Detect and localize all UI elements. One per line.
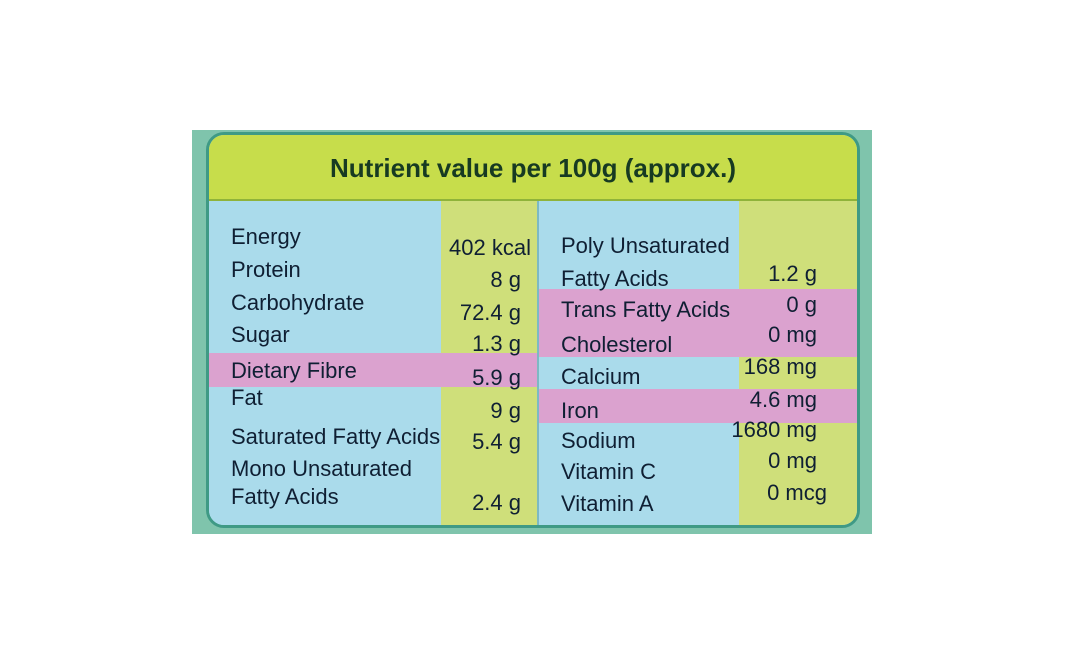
label-photo: Nutrient value per 100g (approx.) Energy… xyxy=(192,130,872,534)
nutrient-value-vitamin-c: 0 mg xyxy=(768,448,817,473)
column-divider xyxy=(537,201,539,525)
nutrient-label-sugar: Sugar xyxy=(231,322,290,347)
nutrient-value-trans-fatty-acids: 0 g xyxy=(786,292,817,317)
nutrient-value-carbohydrate: 72.4 g xyxy=(459,300,521,325)
nutrient-value-mono-fatty-acids: 2.4 g xyxy=(472,490,521,515)
nutrition-panel: Nutrient value per 100g (approx.) Energy… xyxy=(206,132,860,528)
nutrient-label-fat: Fat xyxy=(231,385,263,410)
nutrient-label-sodium: Sodium xyxy=(561,428,636,453)
nutrient-value-sodium: 1680 mg xyxy=(731,417,817,442)
panel-title: Nutrient value per 100g (approx.) xyxy=(330,153,736,183)
nutrient-value-dietary-fibre: 5.9 g xyxy=(472,365,521,390)
nutrient-label-trans-fatty-acids: Trans Fatty Acids xyxy=(561,297,731,322)
nutrient-label-carbohydrate: Carbohydrate xyxy=(231,290,365,315)
nutrient-label-protein: Protein xyxy=(231,257,301,282)
nutrient-value-saturated-fatty-acids: 5.4 g xyxy=(472,429,521,454)
nutrient-label-vitamin-a: Vitamin A xyxy=(561,491,654,516)
nutrient-label-cholesterol: Cholesterol xyxy=(561,332,673,357)
nutrient-label-saturated-fatty-acids: Saturated Fatty Acids xyxy=(231,424,441,449)
nutrient-label-dietary-fibre: Dietary Fibre xyxy=(231,358,357,383)
nutrient-value-cholesterol: 0 mg xyxy=(768,322,817,347)
nutrient-label-mono-unsaturated: Mono Unsaturated xyxy=(231,456,412,481)
nutrient-value-poly-fatty-acids: 1.2 g xyxy=(768,261,817,286)
nutrient-value-iron: 4.6 mg xyxy=(749,387,817,412)
nutrient-value-energy: 402 kcal xyxy=(449,235,531,260)
nutrient-label-vitamin-c: Vitamin C xyxy=(561,459,656,484)
nutrient-label-mono-fatty-acids: Fatty Acids xyxy=(231,484,339,509)
nutrient-value-calcium: 168 mg xyxy=(743,354,817,379)
nutrient-value-protein: 8 g xyxy=(490,267,521,292)
highlight-band-trans-cholesterol xyxy=(539,289,857,357)
nutrient-label-poly-fatty-acids: Fatty Acids xyxy=(561,266,669,291)
nutrient-value-fat: 9 g xyxy=(490,398,521,423)
nutrient-label-energy: Energy xyxy=(231,224,301,249)
nutrient-label-calcium: Calcium xyxy=(561,364,641,389)
title-bar: Nutrient value per 100g (approx.) xyxy=(209,135,857,201)
nutrient-value-vitamin-a: 0 mcg xyxy=(767,480,827,505)
right-label-column xyxy=(539,201,739,525)
highlight-band-dietary-fibre xyxy=(209,353,537,387)
highlight-band-iron xyxy=(539,389,857,423)
right-value-column xyxy=(739,201,857,525)
nutrient-label-iron: Iron xyxy=(561,398,599,423)
nutrient-value-sugar: 1.3 g xyxy=(472,331,521,356)
nutrient-label-poly-unsaturated: Poly Unsaturated xyxy=(561,233,730,258)
